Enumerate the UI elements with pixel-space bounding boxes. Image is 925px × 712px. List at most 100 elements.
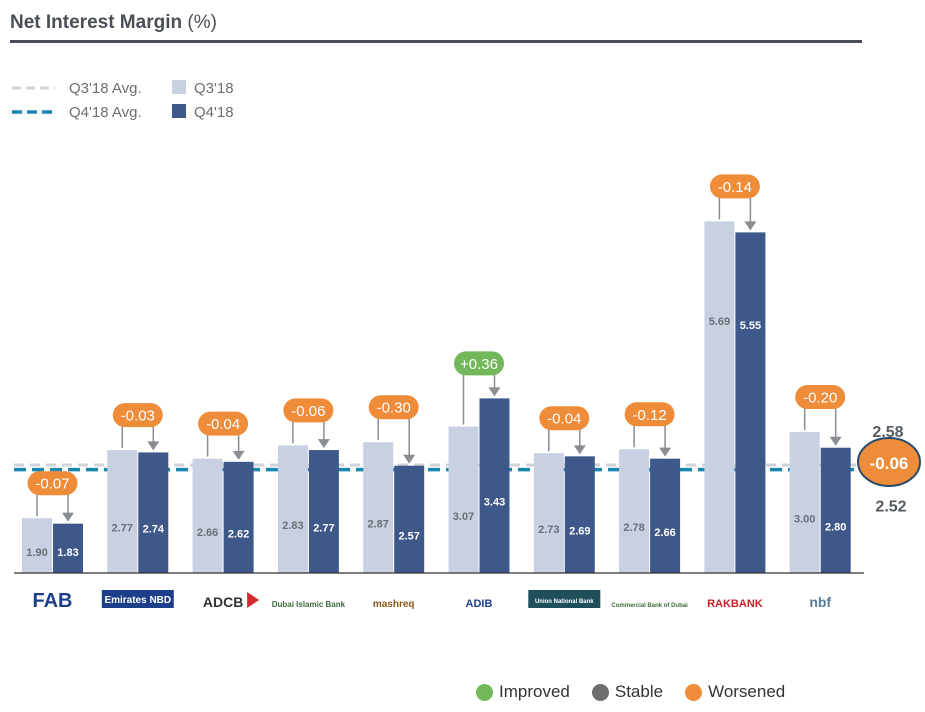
bar-q3 xyxy=(533,453,564,573)
bank-logo-mark-icon xyxy=(247,592,260,608)
bar-q4 xyxy=(223,461,254,573)
change-arrow-icon xyxy=(317,439,330,449)
net-interest-margin-chart: 1.90 1.83 -0.07 2.77 2.74 -0.03 2.66 2.62 -0.04 2… xyxy=(12,80,921,612)
value-label-q3: 1.90 xyxy=(26,547,47,559)
status-legend-item: Stable xyxy=(591,682,664,702)
average-change-badge xyxy=(857,437,921,487)
change-arrow-icon xyxy=(829,436,842,446)
change-arrow-icon xyxy=(403,454,416,464)
change-value: -0.12 xyxy=(632,407,666,424)
value-label-q4: 2.66 xyxy=(654,527,675,539)
value-label-q3: 2.87 xyxy=(367,519,388,531)
bar-q4 xyxy=(53,523,83,573)
change-badge xyxy=(27,471,78,496)
value-label-q3: 5.69 xyxy=(709,316,730,328)
status-legend-label: Worsened xyxy=(708,682,786,701)
value-label-q3: 3.07 xyxy=(453,511,474,523)
status-dot-icon xyxy=(476,683,493,701)
change-arrow-icon xyxy=(232,450,245,460)
change-badge xyxy=(368,395,419,420)
legend-q4-label: Q4'18 xyxy=(194,104,234,121)
legend-q4-avg-label: Q4'18 Avg. xyxy=(69,104,142,121)
status-legend-item: Improved xyxy=(476,682,570,702)
bank-logo: Commercial Bank of Dubai xyxy=(611,603,688,609)
change-value: +0.36 xyxy=(460,356,498,373)
bar-q3 xyxy=(789,432,820,573)
value-label-q3: 2.66 xyxy=(197,527,218,539)
chart-title: Net Interest Margin (%) xyxy=(10,12,217,34)
change-arrow-icon xyxy=(659,447,672,457)
chart-title-unit: (%) xyxy=(187,12,217,33)
change-value: -0.14 xyxy=(718,179,752,196)
legend-q4-swatch xyxy=(172,104,186,118)
bar-q4 xyxy=(820,447,851,573)
bar-q3 xyxy=(448,426,479,573)
change-value: -0.20 xyxy=(803,390,837,407)
value-label-q4: 2.57 xyxy=(398,530,419,542)
status-dot-icon xyxy=(591,683,609,701)
bar-q3 xyxy=(704,221,735,574)
change-arrow-icon xyxy=(744,221,757,231)
change-badge xyxy=(709,174,760,199)
bank-logo: mashreq xyxy=(373,599,415,610)
value-label-q4: 3.43 xyxy=(484,497,505,509)
bank-logo: FAB xyxy=(33,590,73,612)
average-change-value: -0.06 xyxy=(870,454,909,473)
change-value: -0.06 xyxy=(291,403,325,420)
value-label-q3: 2.78 xyxy=(623,522,644,534)
change-arrow-icon xyxy=(147,441,160,451)
change-value: -0.03 xyxy=(121,408,155,425)
value-label-q3: 3.00 xyxy=(794,514,815,526)
value-label-q3: 2.73 xyxy=(538,524,559,536)
value-label-q4: 1.83 xyxy=(57,547,78,559)
change-badge xyxy=(624,402,675,427)
bank-logo: ADIB xyxy=(466,598,493,610)
bank-logo: Dubai Islamic Bank xyxy=(272,600,346,609)
status-legend-label: Improved xyxy=(499,682,570,701)
change-value: -0.04 xyxy=(547,411,581,428)
bar-q3 xyxy=(277,445,308,573)
legend-q3-label: Q3'18 xyxy=(194,80,234,97)
change-value: -0.30 xyxy=(377,400,411,417)
status-legend: Improved Stable Worsened xyxy=(476,682,785,702)
bank-logo-bg xyxy=(101,590,174,608)
change-arrow-icon xyxy=(488,387,501,397)
bank-logo-bg xyxy=(528,590,601,608)
bar-q3 xyxy=(363,442,394,573)
value-label-q4: 2.80 xyxy=(825,521,846,533)
value-label-q4: 2.62 xyxy=(228,528,249,540)
bar-q4 xyxy=(394,465,425,573)
bar-q3 xyxy=(22,518,52,573)
value-label-q4: 2.77 xyxy=(313,523,334,535)
change-badge xyxy=(112,403,163,428)
change-badge xyxy=(198,411,249,436)
title-divider xyxy=(10,40,862,43)
bank-logo: RAKBANK xyxy=(707,598,763,610)
bar-q4 xyxy=(650,458,681,573)
legend-q3-swatch xyxy=(172,80,186,94)
bank-logo: nbf xyxy=(809,594,831,610)
value-label-q4: 5.55 xyxy=(740,320,761,332)
change-value: -0.07 xyxy=(35,476,69,493)
value-label-q4: 2.74 xyxy=(143,524,165,536)
status-legend-item: Worsened xyxy=(685,682,785,702)
bar-q4 xyxy=(564,456,595,573)
change-badge xyxy=(795,385,846,410)
q4-average-label: 2.52 xyxy=(875,499,906,516)
bank-logo: ADCB xyxy=(203,594,243,610)
bank-logo: Emirates NBD xyxy=(104,595,171,606)
change-badge xyxy=(283,398,334,423)
change-badge xyxy=(454,351,504,376)
change-value: -0.04 xyxy=(206,416,240,433)
change-arrow-icon xyxy=(573,445,586,455)
bank-logo: Union National Bank xyxy=(535,599,594,605)
legend-q3-avg-label: Q3'18 Avg. xyxy=(69,80,142,97)
chart-title-text: Net Interest Margin xyxy=(10,12,183,33)
status-legend-label: Stable xyxy=(614,682,664,701)
bar-q4 xyxy=(308,450,339,573)
value-label-q3: 2.83 xyxy=(282,520,303,532)
bar-q4 xyxy=(479,398,510,573)
bar-q4 xyxy=(138,452,169,573)
bar-q3 xyxy=(192,458,223,573)
status-dot-icon xyxy=(685,683,703,701)
